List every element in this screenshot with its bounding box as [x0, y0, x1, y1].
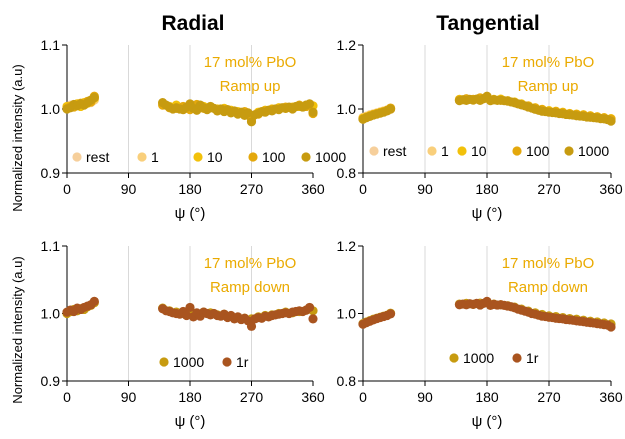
y-tick-label: 1.0	[41, 306, 61, 322]
y-tick-label: 1.0	[41, 101, 61, 117]
y-tick-label: 0.9	[41, 373, 61, 389]
legend-marker-100	[512, 146, 522, 156]
data-point-1000	[385, 104, 396, 114]
legend-marker-1000	[301, 152, 311, 162]
data-point-1r	[606, 322, 616, 332]
x-axis-label: ψ (°)	[472, 413, 503, 430]
data-point-1000	[606, 116, 616, 126]
annotation-line: Ramp up	[518, 78, 579, 95]
x-tick-label: 0	[359, 389, 367, 405]
y-tick-label: 0.8	[337, 373, 357, 389]
legend-marker-1r	[222, 357, 232, 367]
legend-label-1000: 1000	[315, 149, 346, 165]
x-tick-label: 90	[417, 181, 433, 197]
column-title-tangential: Tangential	[436, 12, 539, 35]
data-point-1r	[181, 310, 192, 321]
annotation-line: Ramp up	[220, 78, 281, 95]
x-tick-label: 270	[240, 389, 264, 405]
x-tick-label: 180	[475, 389, 499, 405]
annotation-line: Ramp down	[210, 279, 290, 296]
y-tick-label: 1.2	[337, 238, 357, 254]
legend-marker-1r	[512, 353, 522, 363]
x-tick-label: 270	[240, 181, 264, 197]
legend-label-1000: 1000	[173, 354, 204, 370]
legend-label-1000: 1000	[578, 143, 609, 159]
x-tick-label: 90	[417, 389, 433, 405]
annotation-line: Ramp down	[508, 279, 588, 296]
x-axis-label: ψ (°)	[175, 413, 206, 430]
legend-label-1000: 1000	[463, 350, 494, 366]
x-tick-label: 180	[178, 181, 202, 197]
data-point-1r	[385, 309, 396, 319]
panel-radial-ramp-up: 0.9 1.0 1.1 0 90 180 270 360 ψ (°) 17 mol% PbO Ram…	[41, 37, 347, 222]
x-tick-label: 360	[599, 181, 623, 197]
legend-label-rest: rest	[383, 143, 406, 159]
annotation-line: 17 mol% PbO	[204, 255, 297, 272]
data-point-1r	[304, 302, 315, 313]
x-axis-label: ψ (°)	[472, 205, 503, 222]
y-tick-label: 1.0	[337, 306, 357, 322]
x-tick-label: 0	[359, 181, 367, 197]
legend-label-rest: rest	[86, 149, 109, 165]
data-point-1000	[304, 99, 315, 109]
panel-tangential-ramp-up: 0.8 1.0 1.2 0 90 180 270 360 ψ (°) 17 mol% PbO Ram…	[337, 37, 623, 222]
y-tick-label: 0.8	[337, 165, 357, 181]
x-tick-label: 180	[475, 181, 499, 197]
legend-label-1: 1	[151, 149, 159, 165]
x-tick-label: 90	[121, 181, 137, 197]
x-tick-label: 360	[301, 389, 325, 405]
x-tick-label: 0	[63, 389, 71, 405]
x-tick-label: 360	[301, 181, 325, 197]
legend-label-100: 100	[526, 143, 550, 159]
x-tick-label: 270	[537, 389, 561, 405]
legend-label-1r: 1r	[526, 350, 539, 366]
y-axis-label-bottom: Normalized intensity (a.u)	[10, 256, 25, 403]
x-axis-label: ψ (°)	[175, 205, 206, 222]
legend-marker-1000	[449, 353, 459, 363]
legend-marker-rest	[369, 146, 379, 156]
data-point-1000	[308, 107, 318, 117]
legend-marker-1000	[564, 146, 574, 156]
panel-radial-ramp-down: 0.9 1.0 1.1 0 90 180 270 360 ψ (°) 17 mol% PbO Ram…	[41, 238, 325, 430]
legend-label-1: 1	[441, 143, 449, 159]
legend-marker-10	[457, 146, 467, 156]
x-tick-label: 0	[63, 181, 71, 197]
data-point-1000	[246, 117, 257, 127]
data-point-1r	[89, 296, 99, 306]
legend-label-100: 100	[262, 149, 286, 165]
legend-label-10: 10	[471, 143, 487, 159]
x-tick-label: 180	[178, 389, 202, 405]
legend-marker-1000	[159, 357, 169, 367]
x-tick-label: 90	[121, 389, 137, 405]
annotation-line: 17 mol% PbO	[502, 255, 595, 272]
x-tick-label: 360	[599, 389, 623, 405]
data-point-1r	[185, 302, 195, 313]
annotation-line: 17 mol% PbO	[204, 54, 297, 71]
data-point-1r	[308, 314, 318, 324]
legend-marker-100	[248, 152, 258, 162]
legend-label-10: 10	[207, 149, 223, 165]
legend-marker-1	[427, 146, 437, 156]
y-tick-label: 1.1	[41, 238, 61, 254]
legend-label-1r: 1r	[236, 354, 249, 370]
data-point-1r	[246, 321, 257, 331]
y-axis-label-top: Normalized intensity (a.u)	[10, 64, 25, 211]
legend-marker-1	[137, 152, 147, 162]
y-tick-label: 1.1	[41, 37, 61, 53]
legend-marker-10	[193, 152, 203, 162]
x-tick-label: 270	[537, 181, 561, 197]
y-tick-label: 1.0	[337, 101, 357, 117]
data-point-1000	[89, 92, 99, 103]
legend-marker-rest	[72, 152, 82, 162]
y-tick-label: 0.9	[41, 165, 61, 181]
panel-tangential-ramp-down: 0.8 1.0 1.2 0 90 180 270 360 ψ (°) 17 mol% PbO Ram…	[337, 238, 623, 430]
column-title-radial: Radial	[161, 12, 224, 35]
y-tick-label: 1.2	[337, 37, 357, 53]
annotation-line: 17 mol% PbO	[502, 54, 595, 71]
